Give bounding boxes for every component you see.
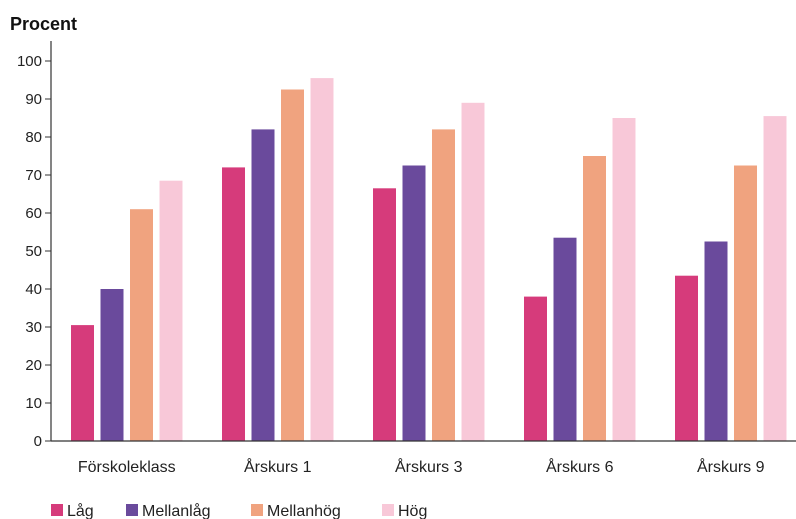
x-tick-label-1: Årskurs 1	[244, 457, 312, 476]
legend: Låg Mellanlåg Mellanhög Hög	[51, 502, 427, 519]
x-tick-label-3: Årskurs 6	[546, 457, 614, 476]
bar-mellanlåg-0	[100, 289, 124, 441]
bars	[71, 78, 787, 442]
y-tick-label-10: 100	[17, 53, 42, 70]
x-tick-label-4: Årskurs 9	[697, 457, 765, 476]
x-tick-label-0: Förskoleklass	[78, 459, 176, 476]
bar-mellanlåg-2	[402, 165, 426, 441]
bar-mellanhög-0	[130, 209, 153, 441]
bar-låg-4	[675, 275, 698, 441]
legend-label-mellanlåg: Mellanlåg	[142, 502, 210, 519]
y-tick-label-0: 0	[34, 433, 42, 450]
bar-hög-1	[310, 78, 334, 441]
legend-swatch-låg	[51, 504, 63, 516]
legend-swatch-mellanlåg	[126, 504, 138, 516]
x-tick-label-2: Årskurs 3	[395, 457, 463, 476]
bar-mellanlåg-4	[704, 241, 728, 441]
y-tick-label-2: 20	[25, 357, 42, 374]
bar-mellanhög-2	[432, 129, 455, 441]
y-tick-label-1: 10	[25, 395, 42, 412]
legend-label-hög: Hög	[398, 503, 427, 519]
legend-label-låg: Låg	[67, 502, 94, 519]
y-tick-label-5: 50	[25, 243, 42, 260]
axes	[50, 41, 796, 442]
bar-mellanhög-1	[281, 89, 304, 441]
bar-låg-1	[222, 167, 245, 441]
y-axis-ticks: 0 10 20 30 40 50 60 70 80 90 100	[17, 53, 51, 450]
legend-swatch-hög	[382, 504, 394, 516]
y-tick-label-6: 60	[25, 205, 42, 222]
bar-mellanlåg-3	[553, 237, 577, 441]
bar-hög-3	[612, 118, 636, 441]
bar-hög-0	[159, 180, 183, 441]
legend-swatch-mellanhög	[251, 504, 263, 516]
y-axis-title: Procent	[10, 14, 77, 34]
bar-mellanhög-4	[734, 165, 757, 441]
y-tick-label-9: 90	[25, 91, 42, 108]
bar-låg-0	[71, 325, 94, 441]
y-tick-label-3: 30	[25, 319, 42, 336]
y-tick-label-8: 80	[25, 129, 42, 146]
bar-hög-2	[461, 102, 485, 442]
y-tick-label-4: 40	[25, 281, 42, 298]
x-axis-labels: Förskoleklass Årskurs 1 Årskurs 3 Årskurs 6…	[78, 457, 765, 476]
bar-låg-2	[373, 188, 396, 441]
bar-mellanhög-3	[583, 156, 606, 441]
bar-hög-4	[763, 116, 787, 441]
y-tick-label-7: 70	[25, 167, 42, 184]
bar-låg-3	[524, 296, 547, 441]
bar-mellanlåg-1	[251, 129, 275, 441]
legend-label-mellanhög: Mellanhög	[267, 503, 341, 519]
